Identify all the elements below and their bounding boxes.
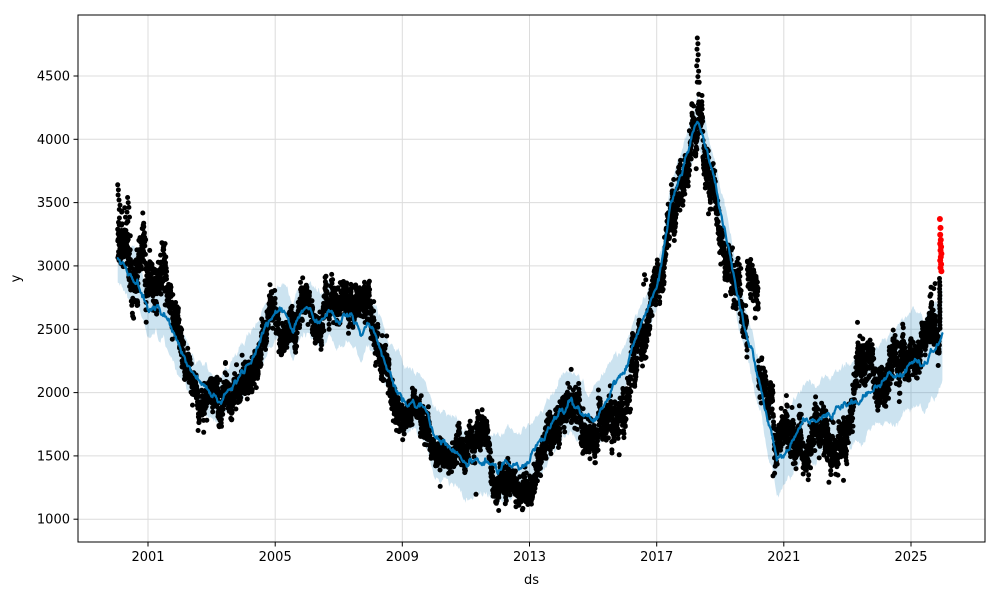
y-tick-label: 3500	[37, 196, 70, 211]
y-tick-label: 2000	[37, 386, 70, 401]
x-tick-label: 2017	[640, 550, 673, 565]
x-tick-label: 2001	[131, 550, 164, 565]
x-tick-label: 2005	[259, 550, 292, 565]
uncertainty-band	[117, 96, 943, 505]
plot-border	[77, 14, 986, 543]
y-tick-labels: 1000 1500 2000 2500 3000 3500 4000 4500	[37, 70, 70, 528]
x-axis-label: ds	[524, 573, 539, 588]
tick-marks	[73, 75, 912, 547]
y-tick-label: 3000	[37, 259, 70, 274]
x-tick-label: 2013	[513, 550, 546, 565]
y-axis-label: y	[9, 274, 24, 282]
anomaly-points	[936, 216, 945, 275]
y-tick-label: 4000	[37, 133, 70, 148]
x-tick-label: 2009	[386, 550, 419, 565]
y-tick-label: 2500	[37, 323, 70, 338]
y-tick-label: 1000	[37, 513, 70, 528]
y-tick-label: 1500	[37, 449, 70, 464]
axes: 2001 2005 2009 2013 2017 2021 2025 1000 …	[9, 14, 986, 588]
y-tick-label: 4500	[37, 70, 70, 85]
x-tick-label: 2025	[894, 550, 927, 565]
x-tick-labels: 2001 2005 2009 2013 2017 2021 2025	[131, 550, 927, 565]
x-tick-label: 2021	[767, 550, 800, 565]
forecast-line	[116, 120, 944, 475]
